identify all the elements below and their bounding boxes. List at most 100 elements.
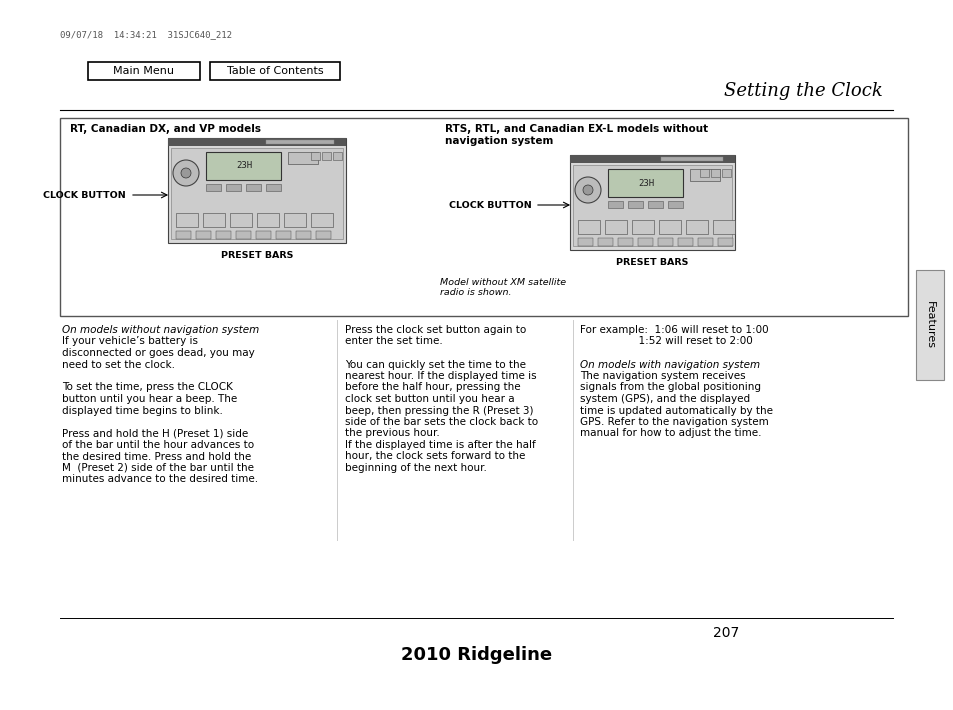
Text: PRESET BARS: PRESET BARS [220, 251, 293, 260]
Bar [168, 138, 346, 146]
Text: disconnected or goes dead, you may: disconnected or goes dead, you may [62, 348, 254, 358]
Text: hour, the clock sets forward to the: hour, the clock sets forward to the [345, 452, 525, 462]
Bar [203, 213, 225, 227]
Bar [689, 169, 720, 181]
Bar [647, 201, 662, 208]
Text: 23H: 23H [638, 178, 654, 187]
Text: the desired time. Press and hold the: the desired time. Press and hold the [62, 452, 251, 462]
FancyBboxPatch shape [88, 62, 200, 80]
Bar [311, 213, 333, 227]
Bar [721, 169, 730, 177]
Text: Setting the Clock: Setting the Clock [723, 82, 882, 100]
Bar [660, 157, 722, 161]
Text: M  (Preset 2) side of the bar until the: M (Preset 2) side of the bar until the [62, 463, 253, 473]
Text: Model without XM satellite
radio is shown.: Model without XM satellite radio is show… [439, 278, 565, 297]
Bar [175, 213, 198, 227]
Text: If your vehicle’s battery is: If your vehicle’s battery is [62, 337, 198, 346]
Text: RTS, RTL, and Canadian EX-L models without
navigation system: RTS, RTL, and Canadian EX-L models witho… [444, 124, 707, 146]
Circle shape [172, 160, 199, 186]
Bar [230, 213, 252, 227]
Bar [667, 201, 682, 208]
Text: time is updated automatically by the: time is updated automatically by the [579, 405, 772, 415]
Text: beginning of the next hour.: beginning of the next hour. [345, 463, 486, 473]
Text: If the displayed time is after the half: If the displayed time is after the half [345, 440, 536, 450]
Bar [685, 220, 707, 234]
Bar [235, 231, 251, 239]
Text: RT, Canadian DX, and VP models: RT, Canadian DX, and VP models [70, 124, 261, 134]
Text: Table of Contents: Table of Contents [227, 66, 323, 76]
Text: Features: Features [924, 301, 934, 349]
Text: 207: 207 [712, 626, 739, 640]
Text: manual for how to adjust the time.: manual for how to adjust the time. [579, 429, 760, 439]
Text: PRESET BARS: PRESET BARS [616, 258, 688, 267]
Text: system (GPS), and the displayed: system (GPS), and the displayed [579, 394, 749, 404]
Bar [569, 155, 734, 250]
Bar [175, 231, 191, 239]
Bar [311, 152, 319, 160]
Bar [631, 220, 654, 234]
Text: On models without navigation system: On models without navigation system [62, 325, 259, 335]
Bar [266, 184, 281, 191]
Text: beep, then pressing the R (Preset 3): beep, then pressing the R (Preset 3) [345, 405, 533, 415]
Bar [627, 201, 642, 208]
Text: Press and hold the H (Preset 1) side: Press and hold the H (Preset 1) side [62, 429, 248, 439]
Text: On models with navigation system: On models with navigation system [579, 359, 760, 369]
Bar [915, 270, 943, 380]
Text: Main Menu: Main Menu [113, 66, 174, 76]
Text: clock set button until you hear a: clock set button until you hear a [345, 394, 514, 404]
Bar [607, 169, 682, 197]
Bar [275, 231, 291, 239]
Text: 09/07/18  14:34:21  31SJC640_212: 09/07/18 14:34:21 31SJC640_212 [60, 30, 232, 39]
Text: CLOCK BUTTON: CLOCK BUTTON [449, 200, 532, 209]
Bar [206, 152, 281, 180]
Bar [712, 220, 734, 234]
Text: The navigation system receives: The navigation system receives [579, 371, 745, 381]
Text: CLOCK BUTTON: CLOCK BUTTON [43, 190, 126, 200]
Bar [700, 169, 708, 177]
Bar [607, 201, 622, 208]
Text: button until you hear a beep. The: button until you hear a beep. The [62, 394, 237, 404]
Bar [171, 148, 343, 239]
Bar [266, 140, 334, 144]
Text: 2010 Ridgeline: 2010 Ridgeline [401, 646, 552, 664]
Bar [638, 238, 652, 246]
Text: before the half hour, pressing the: before the half hour, pressing the [345, 383, 520, 393]
Text: For example:  1:06 will reset to 1:00: For example: 1:06 will reset to 1:00 [579, 325, 768, 335]
Bar [195, 231, 211, 239]
Text: To set the time, press the CLOCK: To set the time, press the CLOCK [62, 383, 233, 393]
Circle shape [575, 177, 600, 203]
Bar [288, 152, 317, 164]
Bar [659, 220, 680, 234]
Bar [322, 152, 331, 160]
Circle shape [582, 185, 593, 195]
Bar [315, 231, 331, 239]
Bar [295, 231, 311, 239]
FancyBboxPatch shape [210, 62, 339, 80]
Bar [658, 238, 672, 246]
Bar [168, 138, 346, 243]
Bar [206, 184, 221, 191]
Bar [573, 165, 731, 246]
Bar [698, 238, 712, 246]
Bar [718, 238, 732, 246]
Text: nearest hour. If the displayed time is: nearest hour. If the displayed time is [345, 371, 536, 381]
Bar [578, 220, 599, 234]
Bar [569, 155, 734, 163]
Text: need to set the clock.: need to set the clock. [62, 359, 174, 369]
Text: displayed time begins to blink.: displayed time begins to blink. [62, 405, 223, 415]
Bar [604, 220, 626, 234]
Bar [598, 238, 613, 246]
Bar [678, 238, 692, 246]
Text: minutes advance to the desired time.: minutes advance to the desired time. [62, 474, 258, 484]
Text: side of the bar sets the clock back to: side of the bar sets the clock back to [345, 417, 537, 427]
Text: signals from the global positioning: signals from the global positioning [579, 383, 760, 393]
Bar [215, 231, 231, 239]
Bar [255, 231, 271, 239]
Bar [333, 152, 341, 160]
Bar [256, 213, 278, 227]
Text: the previous hour.: the previous hour. [345, 429, 439, 439]
Bar [578, 238, 593, 246]
Text: 1:52 will reset to 2:00: 1:52 will reset to 2:00 [579, 337, 752, 346]
Text: enter the set time.: enter the set time. [345, 337, 442, 346]
Bar [710, 169, 720, 177]
